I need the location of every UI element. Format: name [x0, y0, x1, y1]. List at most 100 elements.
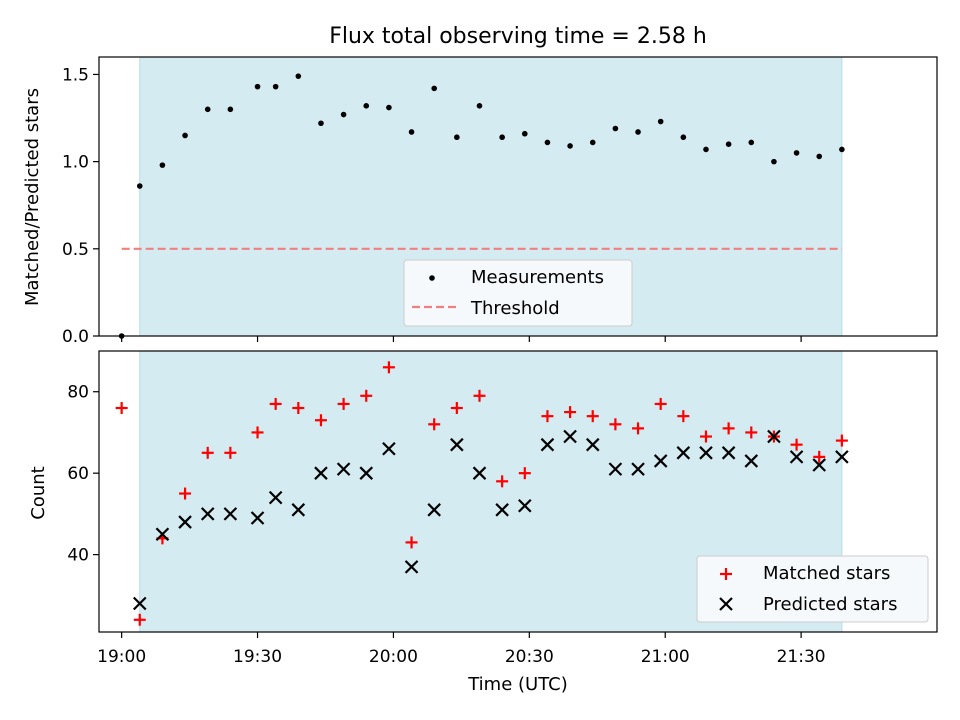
- measurement-point-26: [703, 146, 709, 153]
- matched-star-point-23: [632, 422, 645, 435]
- legend-measurements-label: Measurements: [471, 267, 604, 288]
- measurement-point-6: [254, 83, 261, 90]
- predicted-star-point-4: [223, 507, 238, 521]
- predicted-star-point-31: [835, 450, 849, 464]
- measurement-point-20: [567, 143, 573, 149]
- y-tick-label-0-2: 1.0: [62, 153, 89, 173]
- predicted-star-point-8: [314, 466, 328, 480]
- matched-star-point-24: [654, 397, 667, 410]
- matched-star-point-13: [405, 536, 418, 549]
- measurement-point-15: [454, 134, 460, 141]
- predicted-star-point-29: [789, 450, 804, 464]
- x-tick-label-4: 21:00: [641, 647, 690, 667]
- y-tick-label-0-1: 0.5: [62, 240, 89, 260]
- predicted-star-point-14: [450, 437, 464, 452]
- legend-measurements-marker: [429, 275, 435, 281]
- measurement-point-32: [839, 146, 845, 153]
- y-tick-label-1-2: 80: [67, 383, 89, 403]
- predicted-star-point-22: [631, 462, 645, 476]
- legend-matched-label: Matched stars: [763, 563, 890, 584]
- matched-star-point-17: [496, 475, 509, 488]
- predicted-star-point-24: [676, 446, 691, 460]
- predicted-star-point-7: [291, 503, 306, 517]
- predicted-star-point-11: [382, 441, 396, 456]
- measurement-point-13: [408, 129, 415, 135]
- measurement-point-30: [793, 150, 800, 156]
- matched-star-point-5: [224, 446, 237, 459]
- predicted-star-point-6: [268, 490, 283, 505]
- matched-star-point-16: [473, 389, 486, 402]
- measurement-point-3: [182, 132, 188, 139]
- measurement-point-16: [476, 103, 483, 109]
- matched-star-point-1: [133, 613, 146, 626]
- measurement-point-17: [499, 134, 505, 141]
- legend-bottom-frame: [696, 555, 929, 623]
- legend-top-frame: [403, 259, 633, 327]
- matched-star-point-14: [428, 418, 441, 431]
- predicted-star-point-18: [540, 437, 555, 452]
- measurement-point-29: [771, 158, 777, 165]
- legend-threshold-label: Threshold: [470, 298, 560, 319]
- count-panel: 40 60 80 19:00 19:30 20:00 20:30 21:00 21:30 Cou…: [28, 350, 938, 695]
- measurement-point-7: [272, 83, 279, 90]
- legend-predicted-label: Predicted stars: [763, 594, 897, 615]
- x-tick-label-5: 21:30: [777, 647, 826, 667]
- matched-star-point-21: [586, 410, 599, 423]
- axes-frame-0: [98, 56, 938, 337]
- predicted-star-point-30: [812, 458, 827, 472]
- x-axis-label: Time (UTC): [467, 674, 568, 695]
- measurement-point-2: [159, 162, 166, 168]
- matched-star-point-20: [564, 406, 577, 419]
- matched-star-point-10: [337, 397, 350, 410]
- y-tick-label-0-3: 1.5: [62, 65, 89, 85]
- matched-star-point-8: [292, 402, 305, 415]
- matched-star-point-25: [677, 410, 690, 423]
- matched-star-point-30: [790, 438, 803, 451]
- measurement-point-10: [340, 111, 347, 118]
- x-tick-label-1: 19:30: [233, 647, 282, 667]
- measurement-point-18: [521, 130, 528, 137]
- measurement-point-23: [635, 129, 641, 135]
- predicted-star-point-15: [472, 466, 487, 480]
- predicted-star-point-20: [585, 437, 600, 452]
- predicted-star-point-0: [132, 596, 147, 611]
- matched-star-point-6: [251, 426, 264, 439]
- measurement-point-4: [204, 106, 211, 113]
- axes-frame-1: [98, 350, 938, 633]
- y-axis-label-count: Count: [28, 466, 49, 519]
- measurement-point-21: [589, 139, 596, 146]
- matched-star-point-19: [541, 410, 554, 423]
- matched-star-point-7: [269, 397, 282, 410]
- x-tick-label-2: 20:00: [369, 647, 418, 667]
- matched-star-point-32: [835, 434, 848, 447]
- measurement-point-11: [363, 103, 370, 109]
- matched-star-point-18: [518, 467, 531, 480]
- y-tick-label-1-0: 40: [67, 546, 89, 566]
- predicted-star-point-1: [155, 527, 170, 542]
- matched-star-point-22: [609, 418, 622, 431]
- y-tick-label-0-0: 0.0: [62, 327, 89, 347]
- x-tick-label-3: 20:30: [505, 647, 554, 667]
- matched-star-point-3: [179, 487, 192, 500]
- predicted-star-point-26: [721, 446, 736, 460]
- measurement-point-31: [816, 153, 823, 160]
- y-axis-label-ratio: Matched/Predicted stars: [22, 88, 43, 306]
- measurement-point-28: [748, 139, 755, 146]
- measurement-point-24: [657, 118, 664, 125]
- measurement-point-8: [295, 73, 302, 79]
- legend-matched-marker: [720, 568, 732, 580]
- matched-star-point-11: [360, 389, 373, 402]
- measurement-point-5: [227, 106, 234, 113]
- matched-star-point-26: [699, 430, 712, 443]
- chart-title: Flux total observing time = 2.58 h: [329, 24, 707, 49]
- predicted-star-point-21: [608, 462, 623, 476]
- y-tick-label-1-1: 60: [67, 464, 89, 484]
- predicted-star-point-13: [427, 503, 441, 517]
- matched-star-point-27: [722, 422, 735, 435]
- predicted-star-point-28: [767, 429, 781, 444]
- matched-star-point-0: [115, 402, 128, 415]
- legend-predicted-marker: [719, 597, 733, 611]
- predicted-star-point-16: [495, 503, 509, 517]
- x-tick-label-0: 19:00: [97, 647, 146, 667]
